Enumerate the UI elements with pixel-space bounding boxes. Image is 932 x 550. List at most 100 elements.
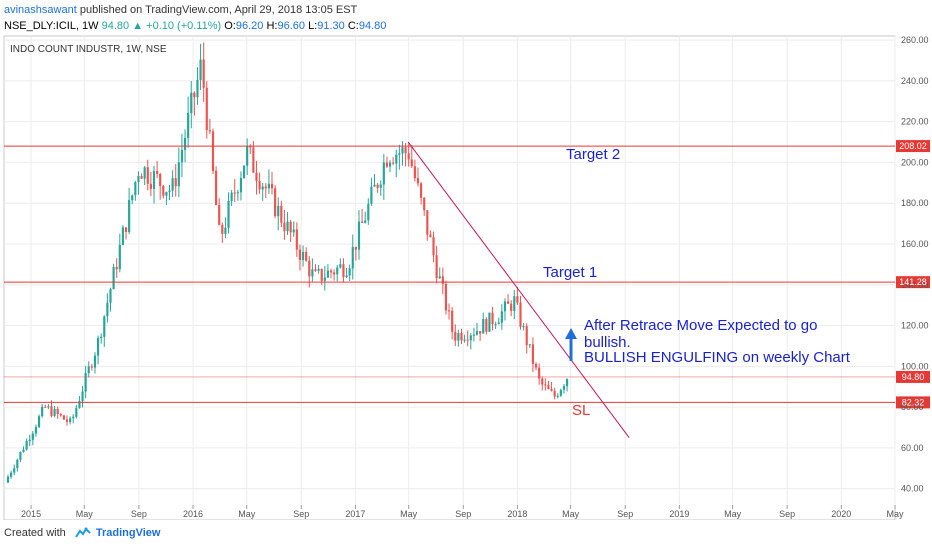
candle-body: [503, 301, 507, 312]
candle-body: [236, 192, 239, 194]
candle-body: [25, 440, 28, 450]
candle-body: [320, 268, 323, 281]
candle-body: [41, 406, 44, 417]
candle-body: [221, 224, 224, 234]
candle-body: [16, 459, 19, 469]
candle-body: [472, 334, 475, 336]
y-tick-label: 100.00: [901, 361, 929, 371]
candle-body: [174, 178, 177, 187]
price-change: +0.10 (+0.11%): [146, 20, 222, 32]
candle-body: [351, 246, 354, 269]
candle-body: [553, 390, 556, 397]
candle-body: [75, 407, 78, 417]
candle-body: [72, 416, 75, 419]
x-tick-label: Sep: [779, 509, 795, 519]
candle-body: [118, 244, 121, 270]
candle-body: [274, 188, 277, 217]
y-tick-label: 180.00: [901, 198, 929, 208]
candle-body: [264, 186, 267, 189]
price-badge-label: 82.32: [902, 397, 925, 407]
high-label: H:: [266, 20, 278, 32]
candle-body: [168, 190, 171, 192]
candle-body: [457, 332, 460, 341]
candle-body: [190, 92, 193, 113]
candle-body: [357, 221, 361, 250]
candle-body: [556, 395, 559, 397]
up-arrow-icon: [565, 328, 577, 339]
candle-body: [541, 378, 544, 385]
candle-body: [460, 332, 463, 341]
candle-body: [10, 472, 13, 477]
candle-body: [441, 276, 444, 284]
candle-body: [510, 303, 513, 311]
candle-body: [333, 272, 336, 275]
low-label: L:: [308, 20, 318, 32]
candle-body: [215, 170, 218, 205]
candle-body: [301, 252, 305, 260]
y-tick-label: 80.00: [901, 402, 924, 412]
candle-body: [261, 186, 264, 190]
candle-body: [401, 147, 404, 154]
candle-body: [479, 331, 482, 334]
tradingview-brand[interactable]: TradingView: [95, 527, 161, 539]
candle-body: [435, 255, 438, 279]
price-chart[interactable]: 40.00 60.00 80.00 100.00 120.00 140.00 160.00 1…: [0, 0, 932, 520]
candle-body: [454, 331, 457, 341]
candle-body: [345, 275, 348, 277]
candle-body: [199, 59, 202, 80]
target-2-label: Target 2: [566, 146, 620, 163]
candle-body: [162, 185, 165, 196]
x-tick-label: Sep: [455, 509, 471, 519]
x-tick-label: May: [400, 509, 418, 519]
candle-body: [469, 335, 472, 341]
candle-body: [59, 414, 62, 416]
y-tick-label: 40.00: [901, 484, 924, 494]
candle-body: [534, 363, 538, 368]
candle-body: [96, 338, 100, 356]
candle-body: [22, 449, 25, 452]
candle-body: [50, 406, 53, 416]
candle-body: [149, 183, 152, 189]
publish-line: avinashsawant published on TradingView.c…: [4, 2, 704, 18]
price-badge-label: 141.28: [899, 277, 927, 287]
candle-body: [410, 159, 413, 167]
candle-body: [47, 406, 50, 408]
candle-body: [531, 344, 535, 364]
candle-body: [224, 227, 227, 234]
up-arrow-icon: ▲: [132, 20, 144, 32]
last-price: 94.80: [101, 20, 130, 32]
x-tick-label: May: [886, 509, 904, 519]
close-value: 94.80: [358, 20, 387, 32]
candle-body: [497, 322, 500, 325]
candle-body: [354, 246, 357, 250]
x-tick-label: May: [562, 509, 580, 519]
candle-body: [385, 162, 389, 167]
trend-line: [407, 141, 630, 439]
candle-body: [485, 319, 488, 332]
candle-body: [373, 184, 376, 187]
candle-body: [488, 312, 491, 332]
candle-body: [444, 283, 448, 311]
candle-body: [37, 416, 41, 428]
candle-body: [367, 203, 370, 221]
price-badge: [896, 370, 930, 383]
candle-body: [538, 367, 541, 379]
candle-body: [239, 177, 243, 193]
chart-title: INDO COUNT INDUSTR, 1W, NSE: [10, 44, 167, 55]
created-with-text: Created with: [4, 527, 66, 539]
candle-body: [121, 227, 125, 245]
published-text: published on TradingView.com, April 29, …: [79, 4, 358, 16]
x-tick-label: 2017: [345, 509, 365, 519]
candle-body: [112, 266, 115, 290]
author-link[interactable]: avinashsawant: [4, 4, 77, 16]
y-tick-label: 200.00: [901, 157, 929, 167]
candle-body: [56, 408, 59, 415]
candle-body: [429, 234, 432, 238]
candle-body: [193, 92, 196, 98]
candle-body: [103, 316, 106, 337]
chart-header: avinashsawant published on TradingView.c…: [4, 2, 704, 34]
candle-body: [283, 222, 286, 232]
candle-body: [202, 59, 205, 88]
candle-body: [566, 379, 569, 387]
candle-body: [87, 366, 90, 374]
